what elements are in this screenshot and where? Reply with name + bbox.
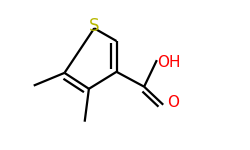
Text: O: O bbox=[167, 95, 179, 110]
Text: S: S bbox=[89, 17, 100, 35]
Text: OH: OH bbox=[157, 55, 180, 70]
